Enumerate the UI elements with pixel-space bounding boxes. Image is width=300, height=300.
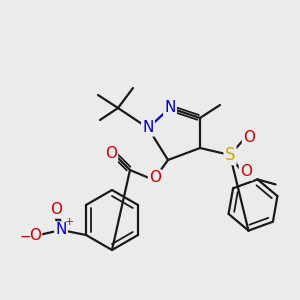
Text: N: N — [142, 121, 154, 136]
Text: N: N — [164, 100, 176, 116]
Text: O: O — [149, 170, 161, 185]
Text: −: − — [19, 230, 31, 244]
Text: O: O — [29, 227, 41, 242]
Text: O: O — [50, 202, 62, 217]
Text: +: + — [64, 217, 74, 227]
Text: S: S — [225, 146, 235, 164]
Text: O: O — [243, 130, 255, 146]
Text: O: O — [240, 164, 252, 179]
Text: O: O — [105, 146, 117, 161]
Text: N: N — [55, 223, 67, 238]
